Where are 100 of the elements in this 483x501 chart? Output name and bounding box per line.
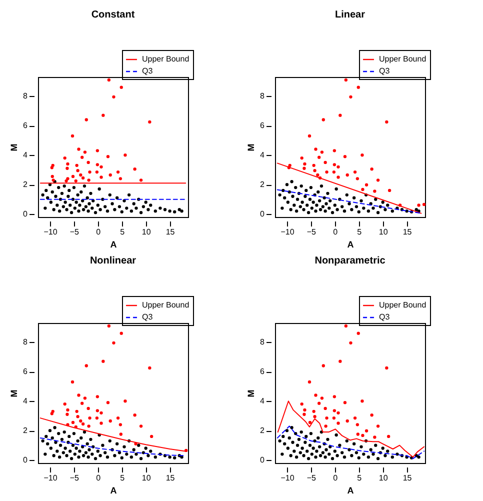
point	[346, 173, 349, 177]
point	[316, 173, 320, 177]
point	[75, 410, 78, 413]
y-tick-label: 4	[260, 396, 266, 406]
point	[336, 422, 340, 425]
point	[338, 360, 342, 363]
point	[388, 188, 392, 192]
y-axis-title: M	[246, 144, 256, 152]
x-tick-label: 10	[378, 474, 388, 482]
point	[64, 179, 68, 182]
point	[66, 412, 69, 416]
point	[106, 155, 110, 158]
x-tick-label: 15	[402, 228, 412, 236]
point	[80, 402, 84, 405]
point	[50, 412, 54, 416]
x-tick-label: 0	[333, 228, 338, 236]
point	[96, 395, 100, 398]
point	[118, 177, 122, 180]
point	[338, 114, 342, 117]
y-tick-label: 2	[23, 426, 28, 436]
point	[370, 414, 374, 417]
point	[360, 154, 364, 157]
x-axis-title: A	[347, 240, 354, 250]
point	[353, 170, 357, 174]
point	[81, 176, 85, 180]
point	[139, 424, 143, 428]
legend-label: Q3	[379, 66, 390, 76]
point	[360, 400, 364, 403]
point	[302, 166, 306, 170]
point	[63, 156, 66, 160]
y-tick-label: 6	[23, 121, 28, 130]
point	[108, 173, 112, 177]
point	[81, 422, 85, 426]
point	[356, 332, 360, 335]
point	[148, 366, 152, 370]
point	[322, 364, 325, 368]
point	[118, 423, 122, 426]
point	[74, 179, 78, 182]
point	[87, 178, 90, 182]
point	[71, 420, 75, 424]
point	[96, 163, 100, 166]
point	[71, 174, 75, 178]
x-tick-label: −10	[280, 474, 295, 482]
point	[88, 416, 92, 420]
y-tick-label: 2	[23, 180, 28, 190]
point	[107, 78, 111, 82]
point	[116, 170, 120, 174]
point	[100, 176, 103, 179]
point	[364, 183, 368, 186]
point	[320, 150, 324, 154]
point	[84, 364, 88, 368]
point	[86, 160, 90, 164]
point	[107, 324, 111, 328]
point	[417, 204, 420, 207]
point	[313, 415, 316, 418]
point	[108, 419, 112, 423]
legend-label: Q3	[142, 66, 154, 76]
point	[96, 409, 100, 412]
point	[313, 169, 316, 172]
point	[314, 394, 318, 397]
line-series	[40, 418, 186, 452]
y-tick-label: 6	[23, 367, 28, 376]
point	[308, 420, 312, 424]
point	[332, 163, 336, 166]
x-tick-label: 15	[166, 228, 176, 236]
point	[386, 434, 390, 438]
point	[116, 416, 120, 420]
point	[422, 202, 426, 206]
x-tick-label: 15	[166, 474, 176, 482]
point	[308, 134, 312, 138]
y-axis-title: M	[9, 390, 20, 398]
point	[344, 78, 348, 82]
point	[336, 165, 340, 168]
point	[150, 434, 154, 438]
x-axis-title: A	[347, 486, 354, 496]
y-tick-label: 0	[23, 456, 28, 465]
point	[356, 86, 360, 89]
point	[133, 414, 136, 417]
point	[70, 134, 74, 138]
point	[102, 114, 105, 117]
y-tick-label: 4	[260, 150, 266, 160]
point	[79, 419, 82, 423]
point	[385, 120, 388, 124]
point	[370, 168, 374, 171]
x-axis-title: A	[110, 486, 118, 496]
point	[344, 324, 348, 328]
point	[300, 156, 304, 160]
point	[100, 165, 103, 168]
y-tick-label: 0	[23, 210, 28, 219]
x-tick-label: −5	[70, 474, 80, 482]
legend-label: Upper Bound	[379, 54, 426, 64]
point	[83, 396, 87, 400]
y-axis-title: M	[246, 390, 256, 398]
x-tick-label: 10	[142, 474, 152, 482]
point	[385, 366, 388, 370]
point	[373, 190, 376, 193]
point	[83, 150, 87, 154]
point	[318, 402, 321, 405]
point	[50, 174, 54, 178]
point	[302, 412, 306, 416]
